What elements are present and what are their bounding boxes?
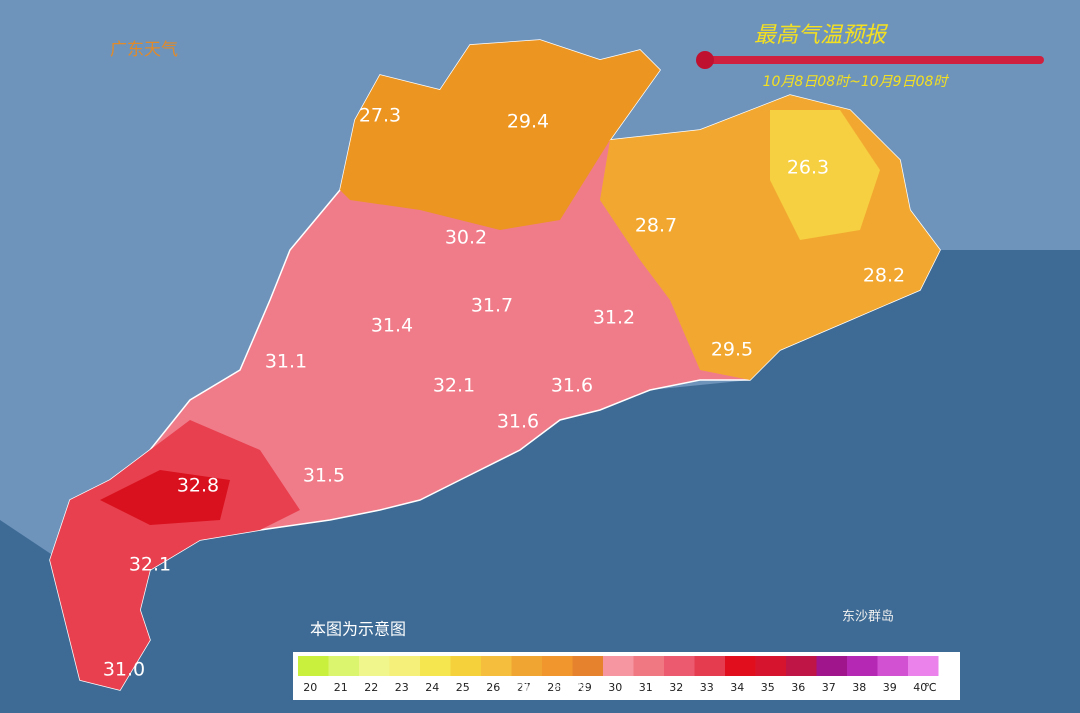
temperature-label: 32.1 (433, 375, 475, 397)
legend-swatch (755, 656, 786, 676)
temperature-label: 26.3 (787, 157, 829, 179)
legend-swatch (389, 656, 420, 676)
legend-tick: 36 (791, 681, 805, 694)
legend-tick: 32 (669, 681, 683, 694)
legend-swatch (298, 656, 329, 676)
title: 最高气温预报 (754, 23, 889, 48)
temperature-label: 32.1 (129, 554, 171, 576)
temperature-label: 29.5 (711, 339, 753, 361)
temperature-label: 27.3 (359, 105, 401, 127)
legend-swatch (877, 656, 908, 676)
legend-swatch (542, 656, 573, 676)
hot-zone (100, 470, 230, 525)
legend-tick: 22 (364, 681, 378, 694)
legend-swatch (725, 656, 756, 676)
logo: 广东天气 (110, 40, 178, 60)
legend-tick: 31 (639, 681, 653, 694)
legend-tick: 21 (334, 681, 348, 694)
legend-tick: 27 (517, 681, 531, 694)
legend-swatch (603, 656, 634, 676)
note: 本图为示意图 (310, 620, 406, 639)
legend-swatch (328, 656, 359, 676)
temperature-label: 30.2 (445, 227, 487, 249)
legend-swatch (694, 656, 725, 676)
legend-swatch (786, 656, 817, 676)
temperature-label: 31.4 (371, 315, 413, 337)
legend-tick: 38 (852, 681, 866, 694)
watermark: @广东天气 (510, 675, 610, 699)
legend-swatch (511, 656, 542, 676)
west-region (50, 420, 300, 690)
temperature-label: 31.2 (593, 307, 635, 329)
temperature-label: 31.0 (103, 659, 145, 681)
legend-swatch (816, 656, 847, 676)
legend-tick: 28 (547, 681, 561, 694)
legend-tick: 40 (913, 681, 927, 694)
legend-swatch (664, 656, 695, 676)
legend-tick: 33 (700, 681, 714, 694)
temperature-label: 28.2 (863, 265, 905, 287)
legend-tick: 39 (883, 681, 897, 694)
legend-tick: 29 (578, 681, 592, 694)
legend-tick: 35 (761, 681, 775, 694)
legend-swatch (633, 656, 664, 676)
temperature-label: 31.6 (551, 375, 593, 397)
legend-tick: 23 (395, 681, 409, 694)
warm-zone (770, 110, 880, 240)
temperature-label: 31.5 (303, 465, 345, 487)
temperature-label: 31.1 (265, 351, 307, 373)
legend-swatch (572, 656, 603, 676)
legend-tick: 30 (608, 681, 622, 694)
legend-tick: 37 (822, 681, 836, 694)
temperature-label: 29.4 (507, 111, 549, 133)
legend-tick: 25 (456, 681, 470, 694)
legend-tick: 34 (730, 681, 744, 694)
legend-swatch (908, 656, 939, 676)
legend-swatch (450, 656, 481, 676)
island-label: 东沙群岛 (842, 609, 894, 625)
legend-swatch (420, 656, 451, 676)
legend-swatch (481, 656, 512, 676)
legend-unit: ℃ (924, 681, 936, 694)
thermometer-bulb (696, 51, 714, 69)
legend-swatch (847, 656, 878, 676)
legend-tick: 20 (303, 681, 317, 694)
temperature-label: 28.7 (635, 215, 677, 237)
north-region (340, 40, 660, 230)
temperature-label: 32.8 (177, 475, 219, 497)
legend-swatch (359, 656, 390, 676)
temperature-label: 31.6 (497, 411, 539, 433)
legend-tick: 24 (425, 681, 439, 694)
temperature-label: 31.7 (471, 295, 513, 317)
legend-tick: 26 (486, 681, 500, 694)
subtitle: 10月8日08时~10月9日08时 (763, 74, 950, 90)
